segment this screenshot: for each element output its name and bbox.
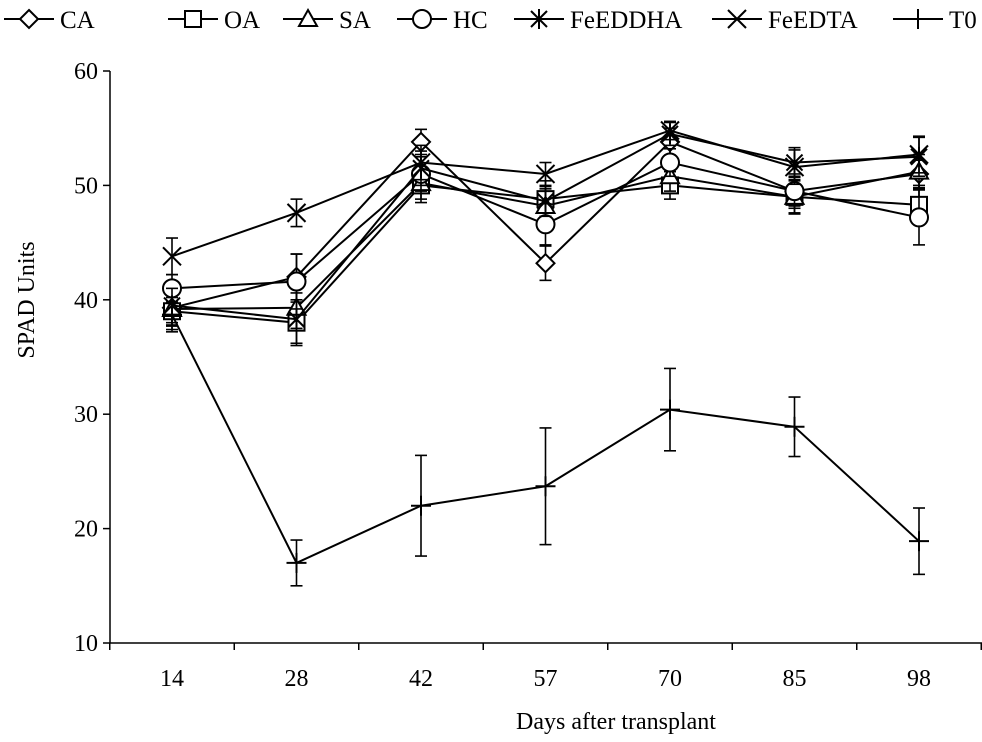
x-tick-label: 57 xyxy=(534,666,558,692)
legend-item-ca: CA xyxy=(4,7,95,34)
point-t0 xyxy=(784,416,805,437)
x-axis-title: Days after transplant xyxy=(516,709,716,735)
point-t0 xyxy=(411,495,431,516)
x-tick-label: 42 xyxy=(409,666,433,692)
point-t0 xyxy=(909,531,929,552)
legend-label-ca: CA xyxy=(60,7,95,34)
legend-marker-ca xyxy=(18,8,40,30)
legend-label-sa: SA xyxy=(339,7,371,34)
legend: CA OA SA HC FeEDDHA FeEDTA T0 xyxy=(4,7,977,34)
point-feedta xyxy=(660,120,680,141)
x-tick-label: 98 xyxy=(907,666,931,692)
y-tick-label: 20 xyxy=(74,517,98,543)
point-t0 xyxy=(162,304,182,325)
series-hc xyxy=(162,147,929,310)
legend-label-feedta: FeEDTA xyxy=(768,7,858,34)
point-ca xyxy=(535,252,556,274)
point-feedta xyxy=(411,152,431,173)
point-hc xyxy=(286,271,307,292)
x-axis: 14 28 42 57 70 85 98 xyxy=(109,642,982,692)
point-t0 xyxy=(535,476,556,497)
y-tick-label: 50 xyxy=(74,173,98,199)
x-tick-label: 85 xyxy=(783,666,807,692)
point-hc xyxy=(535,214,556,235)
legend-marker-oa xyxy=(184,10,202,28)
legend-label-oa: OA xyxy=(224,7,260,34)
legend-item-oa: OA xyxy=(168,7,260,34)
point-t0 xyxy=(286,552,307,573)
series-t0 xyxy=(162,296,929,587)
point-feedta xyxy=(535,164,556,184)
y-tick-label: 30 xyxy=(74,402,98,428)
y-tick-label: 40 xyxy=(74,288,98,314)
y-axis-title: SPAD Units xyxy=(14,241,40,358)
y-axis: 10 20 30 40 50 60 xyxy=(74,59,111,657)
plot-area xyxy=(161,120,930,587)
point-hc xyxy=(660,152,680,173)
point-feedta xyxy=(784,157,805,177)
legend-item-t0: T0 xyxy=(893,7,977,34)
point-hc xyxy=(909,207,929,228)
legend-label-feeddha: FeEDDHA xyxy=(570,7,683,34)
x-tick-label: 70 xyxy=(658,666,682,692)
point-feeddha xyxy=(287,309,306,330)
y-tick-label: 10 xyxy=(74,631,98,657)
y-tick-label: 60 xyxy=(74,59,98,85)
series-feedta xyxy=(162,120,929,276)
legend-label-t0: T0 xyxy=(949,7,977,34)
legend-marker-t0 xyxy=(908,9,928,29)
legend-item-hc: HC xyxy=(397,7,488,34)
legend-marker-hc xyxy=(412,9,432,29)
x-tick-label: 14 xyxy=(160,666,184,692)
point-feeddha xyxy=(536,191,555,212)
legend-marker-feedta xyxy=(727,9,747,29)
legend-marker-feeddha xyxy=(530,9,548,29)
legend-marker-sa xyxy=(297,7,319,27)
legend-item-feeddha: FeEDDHA xyxy=(514,7,683,34)
point-feedta xyxy=(909,144,929,165)
point-t0 xyxy=(660,399,680,420)
point-feedta xyxy=(162,246,182,267)
legend-label-hc: HC xyxy=(453,7,488,34)
point-feedta xyxy=(286,203,307,223)
x-tick-label: 28 xyxy=(285,666,309,692)
legend-item-feedta: FeEDTA xyxy=(712,7,858,34)
legend-item-sa: SA xyxy=(283,7,371,34)
